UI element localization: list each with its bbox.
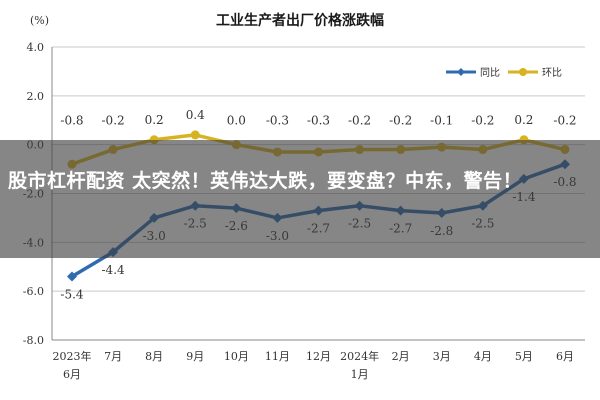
x-tick-label: 5月 <box>515 350 533 363</box>
x-tick-label: 7月 <box>104 350 122 363</box>
data-label: -0.3 <box>307 114 330 128</box>
x-tick-label: 10月 <box>224 350 249 363</box>
legend: 同比 环比 <box>446 67 562 79</box>
data-label: -0.2 <box>348 114 371 128</box>
data-label: 0.0 <box>227 114 246 128</box>
y-tick-label: 2.0 <box>27 90 45 103</box>
x-tick-label: 12月 <box>306 350 331 363</box>
headline-text[interactable]: 股市杠杆配资 太突然！英伟达大跌，要变盘？中东，警告！ <box>8 170 523 192</box>
y-unit: (%) <box>30 14 49 27</box>
data-label: 0.2 <box>145 113 164 127</box>
x-tick-label: 8月 <box>145 350 163 363</box>
y-tick-label: -6.0 <box>23 285 44 298</box>
x-tick-label: 1月 <box>351 368 369 381</box>
chart-title: 工业生产者出厂价格涨跌幅 <box>216 12 384 29</box>
x-tick-label: 6月 <box>556 350 574 363</box>
data-label: -5.4 <box>60 288 84 302</box>
data-label: -0.2 <box>471 114 494 128</box>
headline-banner <box>0 140 600 258</box>
data-point <box>67 271 77 282</box>
x-tick-label: 2024年 <box>340 349 379 363</box>
x-tick-label: 4月 <box>474 350 492 363</box>
data-label: -0.2 <box>389 114 412 128</box>
x-tick-label: 6月 <box>63 368 81 381</box>
data-label: 0.4 <box>186 108 205 122</box>
data-label: -0.2 <box>553 114 576 128</box>
legend-label: 环比 <box>542 67 562 79</box>
data-label: -4.4 <box>102 263 126 277</box>
data-label: -0.3 <box>266 114 289 128</box>
y-tick-label: -8.0 <box>23 334 44 347</box>
data-label: 0.2 <box>514 113 533 127</box>
y-tick-label: 4.0 <box>27 41 45 54</box>
x-tick-label: 2月 <box>392 350 410 363</box>
legend-marker <box>457 68 465 76</box>
data-label: -0.2 <box>102 114 125 128</box>
data-label: -0.1 <box>430 114 453 128</box>
x-tick-label: 2023年 <box>53 349 92 363</box>
data-point <box>190 130 200 140</box>
x-tick-label: 9月 <box>186 350 204 363</box>
x-tick-label: 11月 <box>265 350 290 363</box>
legend-marker <box>519 68 527 76</box>
data-label: -0.8 <box>60 114 83 128</box>
x-tick-label: 3月 <box>433 350 451 363</box>
legend-label: 同比 <box>480 67 500 79</box>
